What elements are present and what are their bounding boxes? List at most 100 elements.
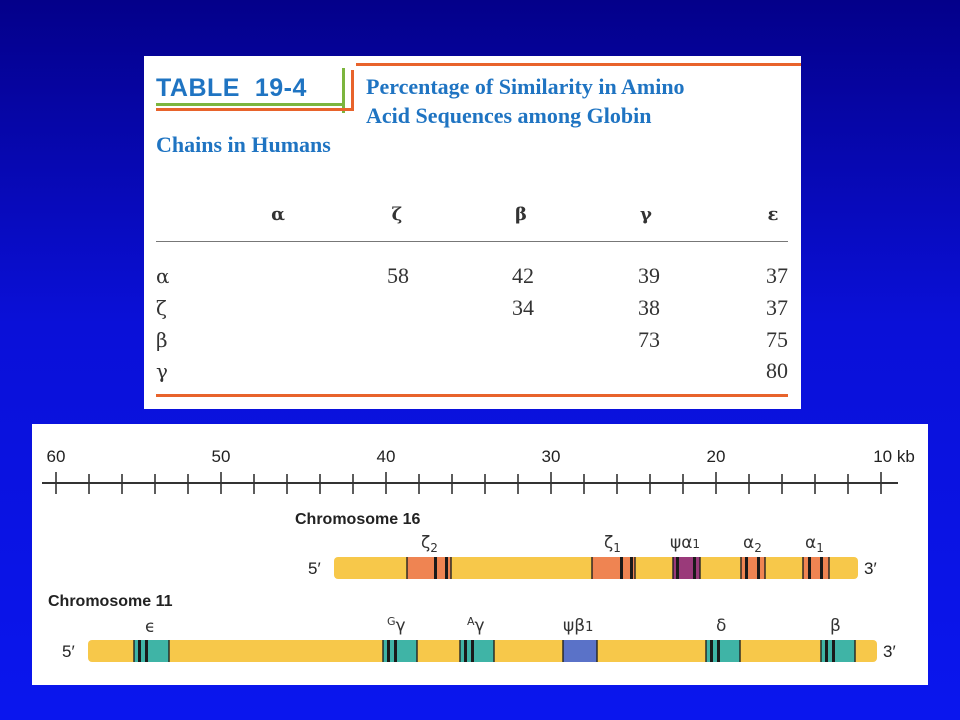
gene-block-epsilon xyxy=(134,640,169,662)
table-cell: 75 xyxy=(766,327,788,352)
scale-ticks xyxy=(55,472,882,494)
table-caption-line-2: Acid Sequences among Globin xyxy=(366,103,652,128)
gene-intron-band xyxy=(471,640,474,662)
chromosome-16-genes xyxy=(406,557,830,579)
gene-block-alpha1 xyxy=(803,557,829,579)
chromosome-16-5prime: 5′ xyxy=(308,559,321,578)
gene-intron-band xyxy=(808,557,811,579)
column-header-beta: β xyxy=(515,204,527,225)
gene-box-delta xyxy=(705,640,741,662)
gene-label-zeta1: ζ1 xyxy=(604,533,621,555)
gene-intron-band xyxy=(387,640,390,662)
gene-intron-band xyxy=(710,640,713,662)
chromosome-11-title: Chromosome 11 xyxy=(48,593,173,610)
table-caption-line-3: Chains in Humans xyxy=(156,132,331,157)
similarity-table-panel: TABLE 19-4 Percentage of Similarity in A… xyxy=(144,56,801,409)
gene-intron-band xyxy=(825,640,828,662)
gene-box-beta xyxy=(820,640,856,662)
column-header-epsilon: ε xyxy=(767,204,779,225)
gene-label-A-gamma: Aγ xyxy=(467,615,485,636)
scale-label-60: 60 xyxy=(47,447,66,466)
chromosome-11-5prime: 5′ xyxy=(62,642,75,661)
gene-label-zeta2: ζ2 xyxy=(421,533,438,555)
table-cell: 34 xyxy=(512,295,534,320)
gene-intron-band xyxy=(620,557,623,579)
gene-label-epsilon: ϵ xyxy=(145,617,155,637)
gene-block-alpha2 xyxy=(741,557,765,579)
table-cell: 73 xyxy=(638,327,660,352)
table-cell: 39 xyxy=(638,263,660,288)
table-cell: 42 xyxy=(512,263,534,288)
gene-label-alpha1: α1 xyxy=(805,533,824,555)
gene-label-delta: δ xyxy=(716,616,726,636)
gene-intron-band xyxy=(434,557,437,579)
gene-block-beta xyxy=(821,640,855,662)
column-header-gamma: γ xyxy=(640,204,652,225)
scale-label-50: 50 xyxy=(212,447,231,466)
gene-block-delta xyxy=(706,640,740,662)
header-rule-vertical-orange xyxy=(351,70,354,110)
table-cell: 80 xyxy=(766,358,788,383)
gene-intron-band xyxy=(630,557,633,579)
gene-intron-band xyxy=(693,557,696,579)
row-header-alpha: α xyxy=(156,264,170,288)
scale-label-20: 20 xyxy=(707,447,726,466)
gene-intron-band xyxy=(676,557,679,579)
header-rule-top xyxy=(356,63,801,66)
gene-box-alpha1 xyxy=(802,557,830,579)
gene-intron-band xyxy=(145,640,148,662)
gene-map-diagram: 60 50 40 30 20 10 kb Chromosome 16 5′ 3′… xyxy=(42,447,915,662)
gene-intron-band xyxy=(717,640,720,662)
gene-label-beta: β xyxy=(830,616,841,636)
column-header-alpha: α xyxy=(271,204,285,225)
gene-block-psi-beta1 xyxy=(563,640,597,662)
gene-box-G-gamma xyxy=(382,640,418,662)
table-cell: 58 xyxy=(387,263,409,288)
gene-label-psi-alpha1: ψα1 xyxy=(670,533,700,553)
row-header-beta: β xyxy=(156,328,168,352)
table-cell: 37 xyxy=(766,295,788,320)
gene-label-G-gamma: Gγ xyxy=(387,615,406,636)
scale-label-10kb: 10 kb xyxy=(873,447,915,466)
gene-label-alpha2: α2 xyxy=(743,533,762,555)
table-bottom-rule xyxy=(156,394,788,397)
gene-box-zeta1 xyxy=(591,557,636,579)
header-rule-orange xyxy=(156,108,354,111)
chromosome-11-genes xyxy=(133,640,856,662)
gene-intron-band xyxy=(745,557,748,579)
gene-label-psi-beta1: ψβ1 xyxy=(563,616,593,636)
table-cell: 37 xyxy=(766,263,788,288)
gene-intron-band xyxy=(820,557,823,579)
gene-box-epsilon xyxy=(133,640,170,662)
header-rule-green xyxy=(156,103,342,106)
gene-box-alpha2 xyxy=(740,557,766,579)
globin-gene-map-panel: 60 50 40 30 20 10 kb Chromosome 16 5′ 3′… xyxy=(32,424,928,685)
gene-block-G-gamma xyxy=(383,640,417,662)
gene-intron-band xyxy=(138,640,141,662)
row-header-gamma: γ xyxy=(156,359,168,383)
chromosome-11-3prime: 3′ xyxy=(883,642,896,661)
scale-label-40: 40 xyxy=(377,447,396,466)
gene-block-zeta1 xyxy=(592,557,635,579)
gene-box-psi-beta1 xyxy=(562,640,598,662)
row-header-zeta: ζ xyxy=(156,296,167,320)
gene-intron-band xyxy=(757,557,760,579)
gene-intron-band xyxy=(445,557,448,579)
table-number: TABLE 19-4 xyxy=(156,74,307,102)
chromosome-16-3prime: 3′ xyxy=(864,559,877,578)
gene-intron-band xyxy=(394,640,397,662)
gene-intron-band xyxy=(464,640,467,662)
header-rule-vertical xyxy=(342,68,345,113)
gene-block-zeta2 xyxy=(407,557,451,579)
gene-box-A-gamma xyxy=(459,640,495,662)
table-caption-line-1: Percentage of Similarity in Amino xyxy=(366,74,685,99)
column-header-zeta: ζ xyxy=(391,204,403,225)
table-separator xyxy=(156,241,788,242)
scale-label-30: 30 xyxy=(542,447,561,466)
gene-intron-band xyxy=(832,640,835,662)
table-cell: 38 xyxy=(638,295,660,320)
gene-box-zeta2 xyxy=(406,557,452,579)
gene-box-psi-alpha1 xyxy=(672,557,701,579)
chromosome-16-title: Chromosome 16 xyxy=(295,511,420,528)
gene-block-A-gamma xyxy=(460,640,494,662)
